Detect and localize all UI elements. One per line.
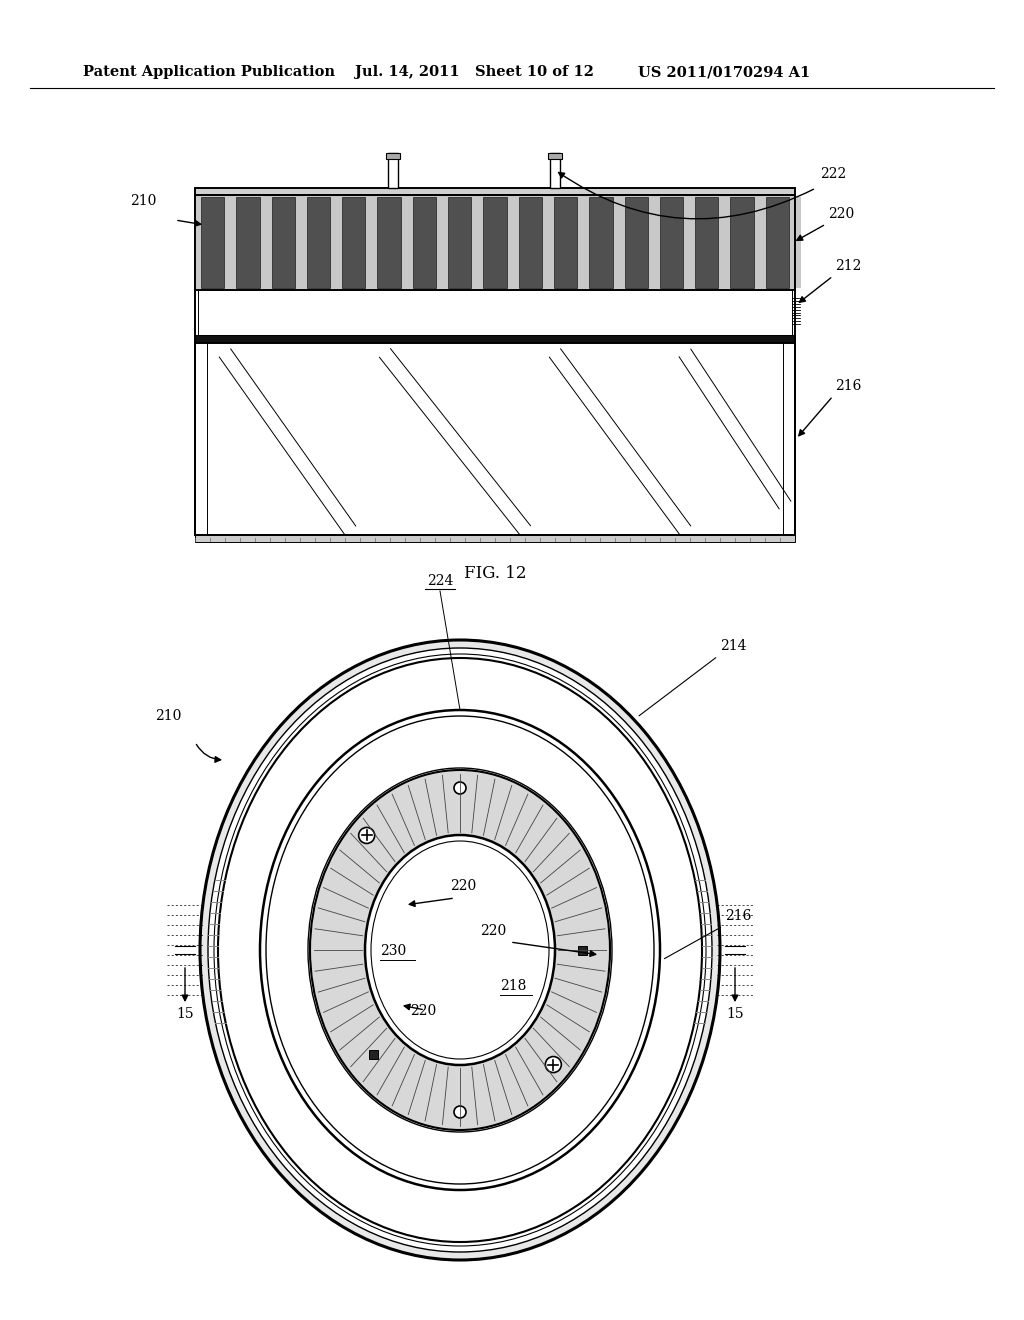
- Bar: [369, 1049, 378, 1059]
- Ellipse shape: [365, 836, 555, 1065]
- Ellipse shape: [371, 841, 549, 1059]
- Bar: [388, 153, 398, 187]
- Text: 210: 210: [130, 194, 157, 209]
- Text: 224: 224: [427, 574, 454, 587]
- Bar: [760, 197, 766, 288]
- Bar: [513, 197, 518, 288]
- Bar: [195, 195, 795, 290]
- Bar: [625, 197, 648, 288]
- Bar: [271, 197, 295, 288]
- Bar: [550, 153, 560, 187]
- Bar: [554, 197, 578, 288]
- Bar: [695, 197, 719, 288]
- Bar: [689, 197, 695, 288]
- Text: 220: 220: [410, 1005, 436, 1018]
- Bar: [483, 197, 507, 288]
- Bar: [195, 195, 795, 535]
- Text: Jul. 14, 2011: Jul. 14, 2011: [355, 65, 460, 79]
- Bar: [589, 197, 612, 288]
- Bar: [449, 197, 471, 288]
- Bar: [477, 197, 483, 288]
- Bar: [518, 197, 542, 288]
- Bar: [237, 197, 260, 288]
- Text: 216: 216: [835, 379, 861, 393]
- Bar: [265, 197, 271, 288]
- Bar: [730, 197, 754, 288]
- Ellipse shape: [546, 1056, 561, 1073]
- Bar: [195, 187, 795, 195]
- Bar: [301, 197, 307, 288]
- Bar: [548, 197, 554, 288]
- Bar: [442, 197, 449, 288]
- Bar: [195, 335, 795, 343]
- Text: Sheet 10 of 12: Sheet 10 of 12: [475, 65, 594, 79]
- Text: 212: 212: [835, 259, 861, 273]
- Bar: [378, 197, 400, 288]
- Bar: [195, 343, 795, 535]
- Text: FIG. 12: FIG. 12: [464, 565, 526, 582]
- Text: 220: 220: [828, 207, 854, 220]
- Text: 230: 230: [380, 944, 407, 958]
- Bar: [618, 197, 625, 288]
- Text: 222: 222: [820, 168, 846, 181]
- Text: US 2011/0170294 A1: US 2011/0170294 A1: [638, 65, 810, 79]
- Bar: [198, 290, 792, 335]
- Bar: [342, 197, 366, 288]
- Bar: [195, 197, 201, 288]
- Ellipse shape: [454, 781, 466, 795]
- Text: 220: 220: [450, 879, 476, 894]
- Bar: [201, 197, 224, 288]
- Bar: [386, 153, 400, 158]
- Bar: [659, 197, 683, 288]
- Ellipse shape: [454, 1106, 466, 1118]
- Bar: [307, 197, 330, 288]
- Text: 218: 218: [500, 979, 526, 993]
- Text: 15: 15: [176, 1007, 194, 1020]
- Text: Patent Application Publication: Patent Application Publication: [83, 65, 335, 79]
- Text: 216: 216: [725, 909, 752, 923]
- Bar: [584, 197, 589, 288]
- Bar: [548, 153, 562, 158]
- Ellipse shape: [260, 710, 660, 1191]
- Bar: [407, 197, 413, 288]
- Bar: [230, 197, 237, 288]
- Bar: [195, 535, 795, 543]
- Bar: [724, 197, 730, 288]
- Bar: [372, 197, 378, 288]
- Ellipse shape: [208, 648, 712, 1251]
- Bar: [795, 197, 801, 288]
- Ellipse shape: [266, 715, 654, 1184]
- Text: 15: 15: [726, 1007, 743, 1020]
- Bar: [766, 197, 790, 288]
- Bar: [578, 945, 587, 954]
- Bar: [336, 197, 342, 288]
- Ellipse shape: [310, 770, 610, 1130]
- Text: 214: 214: [720, 639, 746, 653]
- Bar: [653, 197, 659, 288]
- Text: 210: 210: [155, 709, 181, 723]
- Bar: [413, 197, 436, 288]
- Ellipse shape: [358, 828, 375, 843]
- Text: 220: 220: [480, 924, 506, 939]
- Ellipse shape: [200, 640, 720, 1261]
